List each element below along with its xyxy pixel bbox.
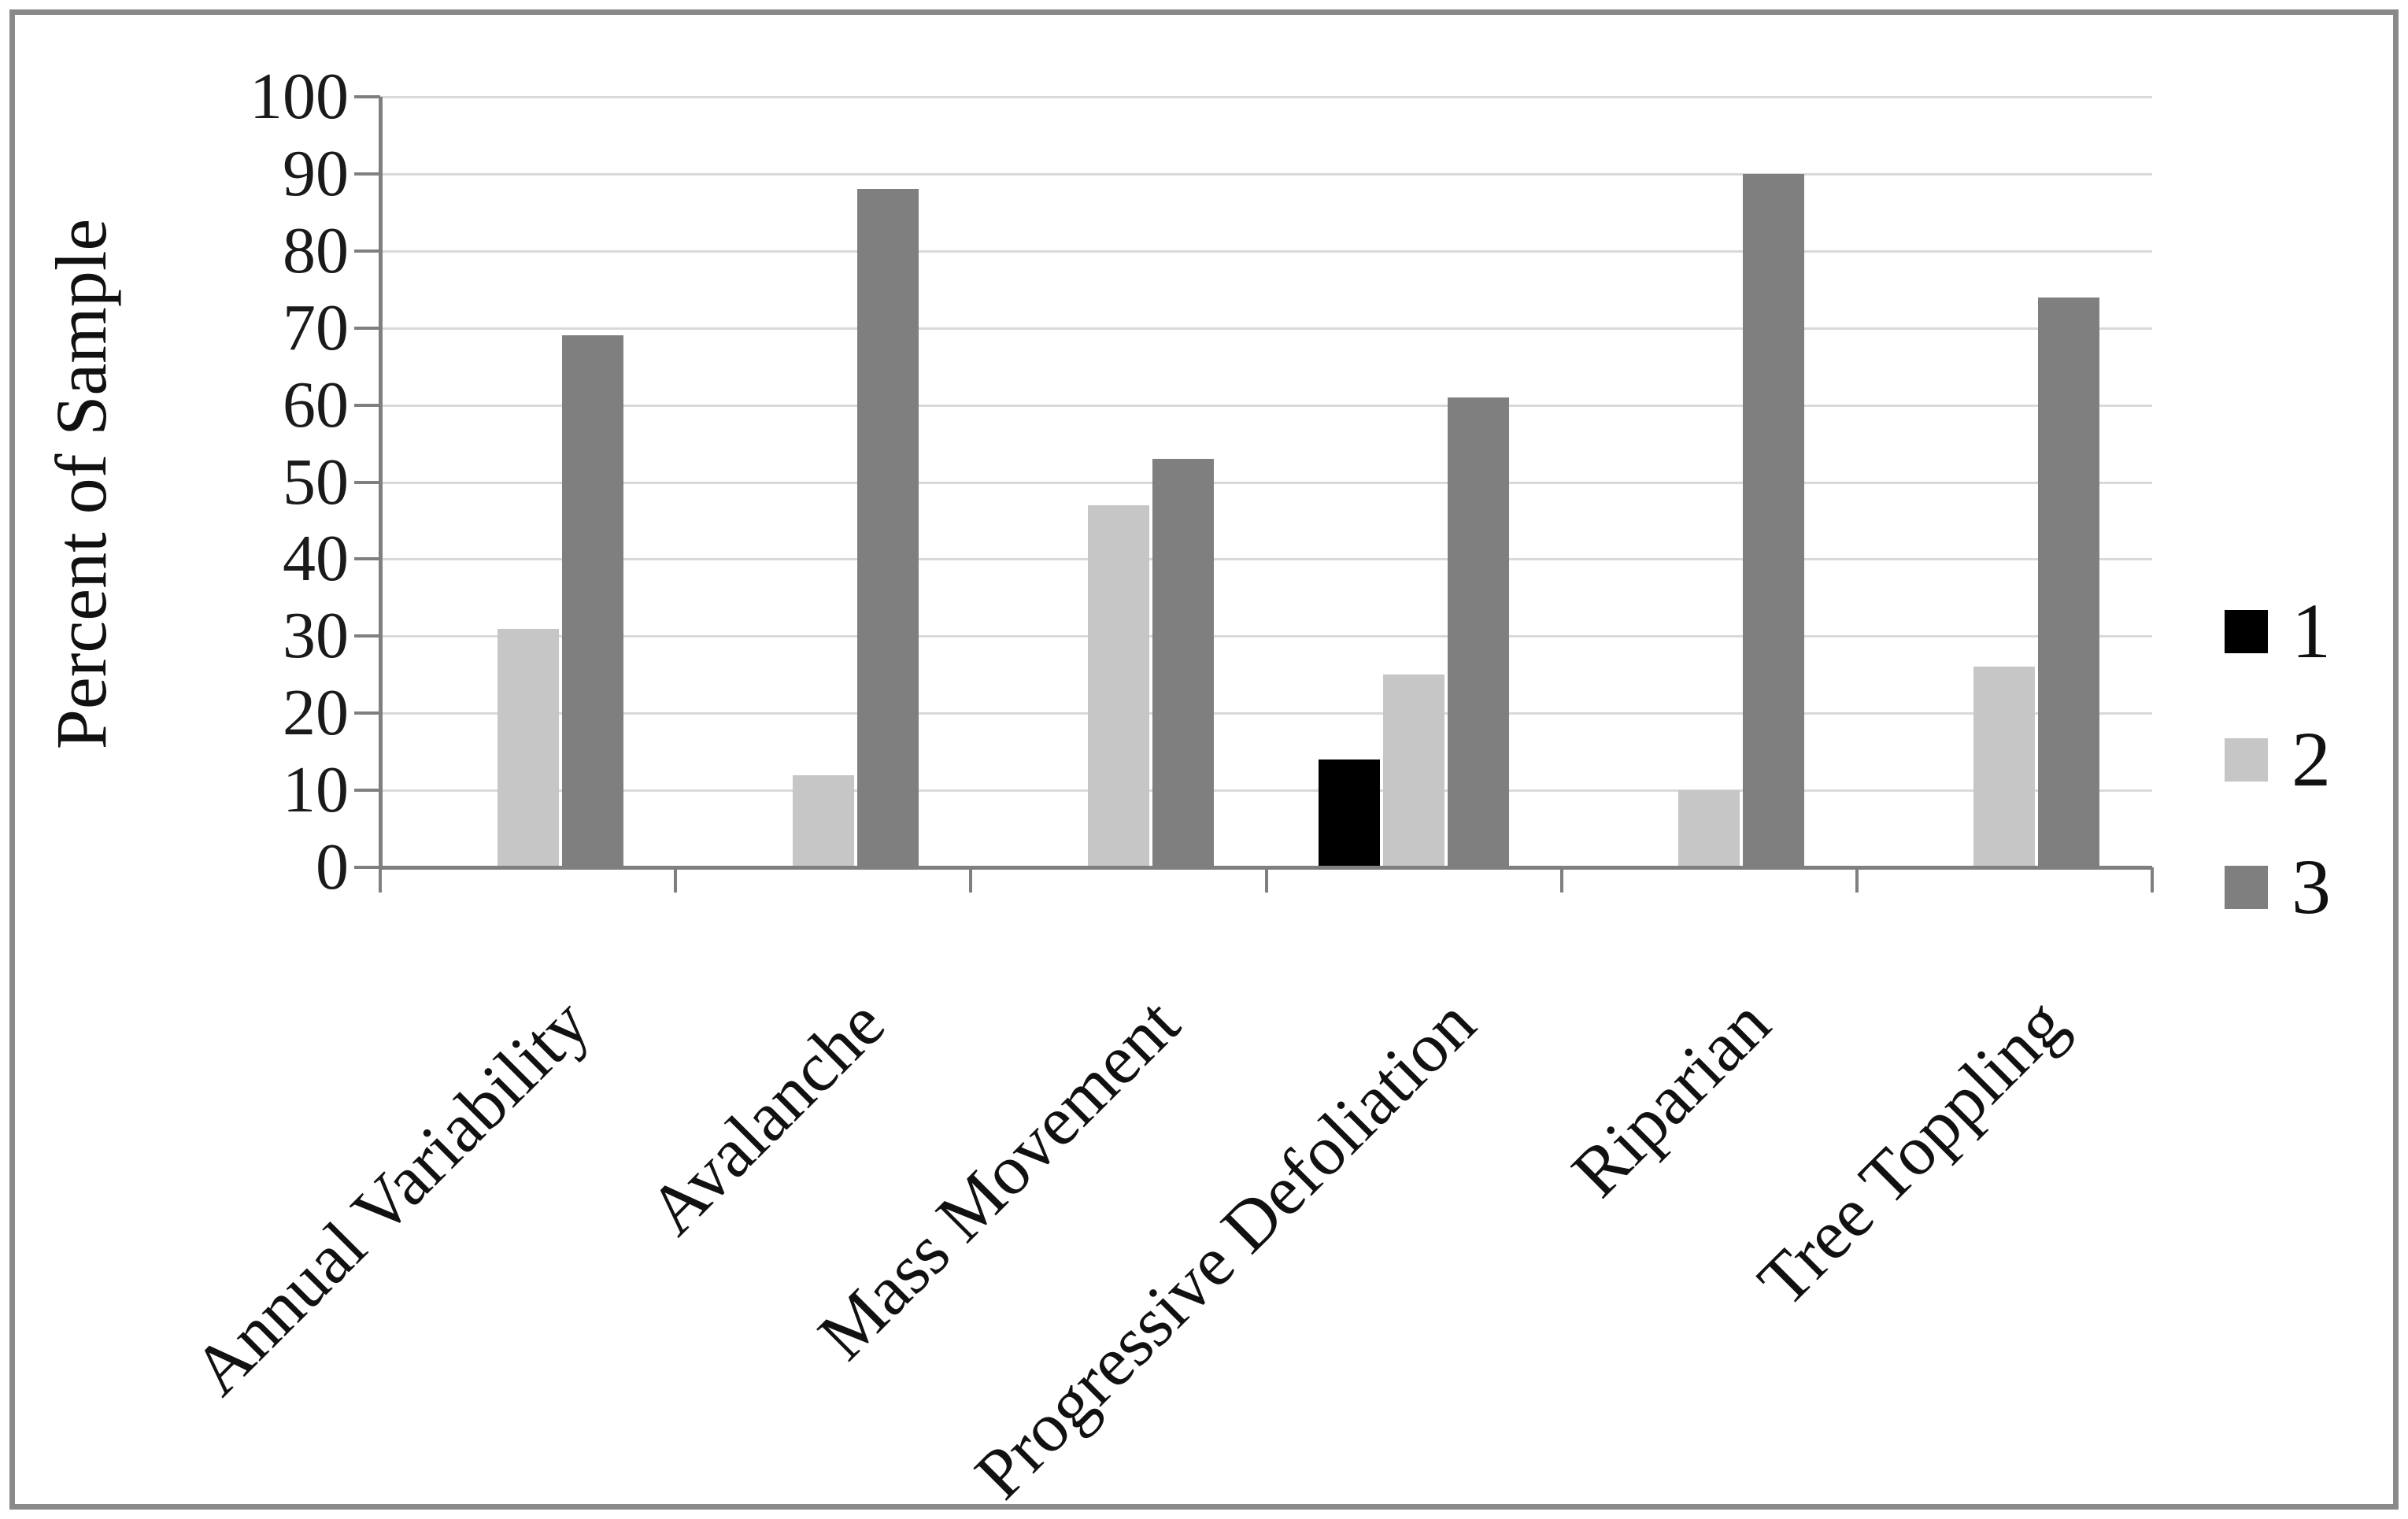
legend-swatch-icon xyxy=(2225,865,2268,909)
category-label: Tree Toppling xyxy=(1744,984,2081,1321)
legend-item-2: 2 xyxy=(2225,716,2331,803)
y-axis-tick xyxy=(354,789,380,793)
y-tick-label: 0 xyxy=(316,830,349,904)
category-label: Riparian xyxy=(1557,984,1785,1212)
y-tick-label: 90 xyxy=(283,136,349,210)
y-axis-tick xyxy=(354,557,380,561)
bar-3-3 xyxy=(1448,397,1510,867)
bar-2-4 xyxy=(1678,790,1740,867)
y-tick-label: 30 xyxy=(283,599,349,673)
legend-label: 3 xyxy=(2291,843,2331,930)
y-tick-label: 20 xyxy=(283,676,349,750)
gridline xyxy=(380,481,2152,484)
y-tick-label: 100 xyxy=(250,60,349,133)
bar-2-5 xyxy=(1973,667,2036,867)
bar-3-4 xyxy=(1743,173,1805,867)
category-label: Avalanche xyxy=(633,984,900,1250)
y-tick-label: 40 xyxy=(283,522,349,596)
bar-3-0 xyxy=(561,335,623,867)
category-label: Progressive Defoliation xyxy=(960,984,1490,1514)
y-axis-tick xyxy=(354,711,380,715)
legend-item-1: 1 xyxy=(2225,588,2331,674)
x-axis-tick xyxy=(674,867,678,893)
bar-2-3 xyxy=(1383,674,1445,867)
bar-3-5 xyxy=(2038,297,2100,867)
gridline xyxy=(380,404,2152,407)
y-tick-label: 80 xyxy=(283,213,349,287)
x-axis-tick xyxy=(379,867,382,893)
y-axis-tick xyxy=(354,172,380,176)
bar-3-1 xyxy=(856,189,919,867)
bar-2-0 xyxy=(497,628,559,867)
y-axis-tick xyxy=(354,326,380,330)
legend-swatch-icon xyxy=(2225,737,2268,782)
y-axis-title: Percent of Sample xyxy=(41,218,121,750)
figure-frame xyxy=(9,9,2399,1510)
y-axis-line xyxy=(379,97,383,867)
gridline xyxy=(380,96,2152,98)
x-axis-tick xyxy=(1855,867,1859,893)
y-tick-label: 60 xyxy=(283,368,349,442)
y-axis-tick xyxy=(354,403,380,407)
category-label: Annual Variability xyxy=(178,984,605,1410)
legend-label: 1 xyxy=(2291,587,2331,674)
bar-2-2 xyxy=(1087,504,1149,867)
legend-item-3: 3 xyxy=(2225,844,2331,930)
gridline xyxy=(380,249,2152,253)
y-axis-tick xyxy=(354,634,380,638)
legend-swatch-icon xyxy=(2225,609,2268,653)
bar-3-2 xyxy=(1152,459,1214,867)
x-axis-tick xyxy=(969,867,973,893)
y-tick-label: 10 xyxy=(283,753,349,827)
x-axis-tick xyxy=(1559,867,1563,893)
gridline xyxy=(380,712,2152,715)
gridline xyxy=(380,635,2152,638)
x-axis-tick xyxy=(1264,867,1268,893)
y-axis-tick xyxy=(354,249,380,253)
y-axis-tick xyxy=(354,480,380,484)
legend-label: 2 xyxy=(2291,715,2331,803)
bar-2-1 xyxy=(792,774,854,867)
y-axis-tick xyxy=(354,95,380,98)
y-axis-tick xyxy=(354,866,380,869)
gridline xyxy=(380,789,2152,793)
gridline xyxy=(380,327,2152,330)
gridline xyxy=(380,558,2152,561)
x-axis-tick xyxy=(2151,867,2154,893)
y-tick-label: 70 xyxy=(283,290,349,364)
gridline xyxy=(380,172,2152,176)
y-tick-label: 50 xyxy=(283,445,349,519)
bar-1-3 xyxy=(1319,759,1381,867)
